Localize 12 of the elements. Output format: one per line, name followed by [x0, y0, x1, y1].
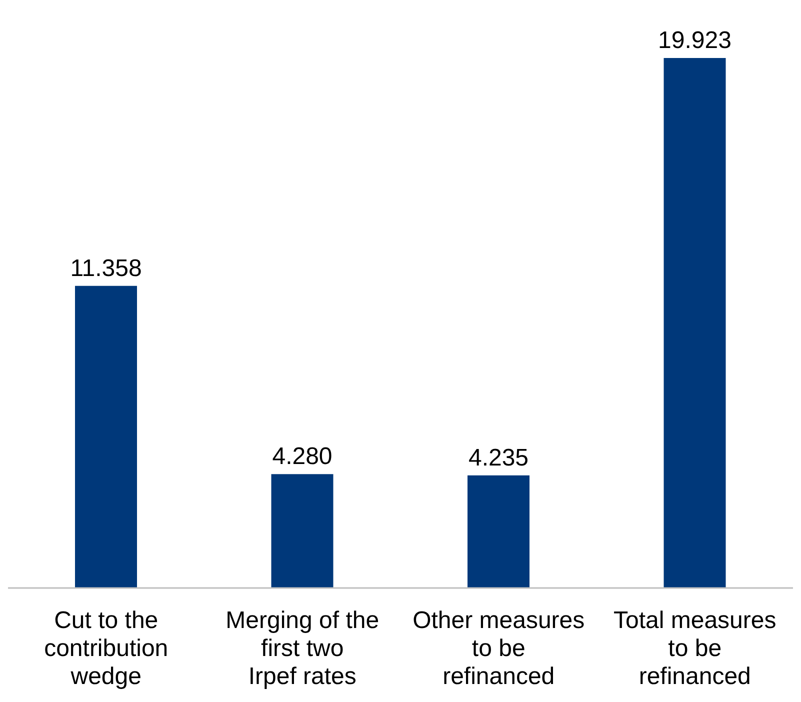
data-label: 19.923 [658, 27, 732, 54]
bar [664, 58, 726, 588]
x-tick-label: Total measures to be refinanced [614, 607, 776, 690]
data-label: 4.235 [468, 444, 529, 472]
x-tick-label: Merging of the first two Irpef rates [226, 607, 380, 690]
bar [271, 474, 334, 588]
x-tick-label: Other measures to be refinanced [412, 607, 585, 690]
data-label: 11.358 [70, 254, 142, 282]
x-tick-label: Cut to the contribution wedge [44, 607, 168, 690]
data-label: 4.280 [272, 443, 332, 470]
bar [468, 475, 530, 588]
bar [75, 286, 137, 588]
